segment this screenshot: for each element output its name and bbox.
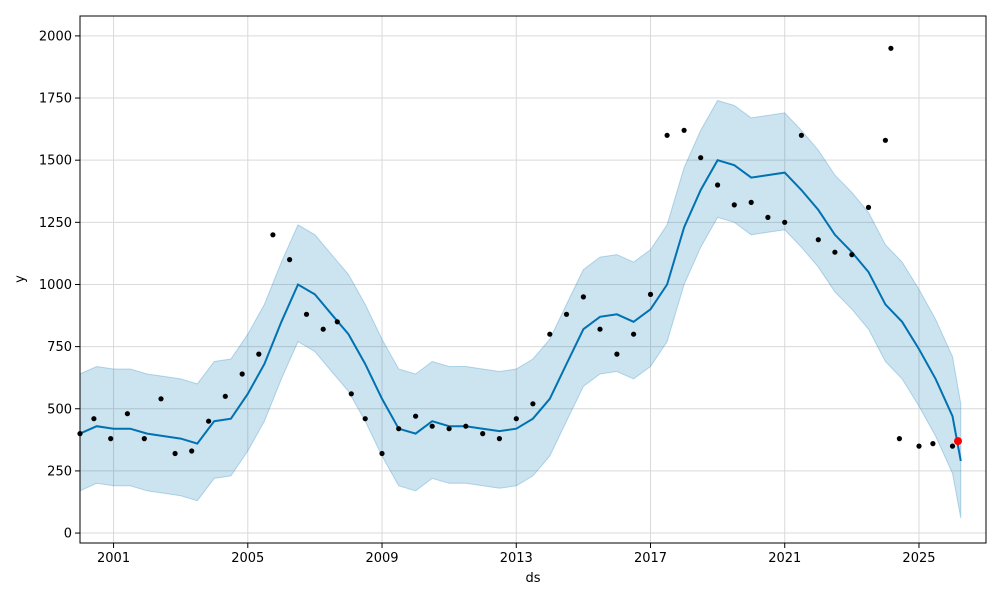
x-tick-label: 2017	[634, 551, 667, 566]
observed-point	[206, 418, 212, 424]
observed-point	[413, 413, 419, 419]
observed-point	[496, 436, 502, 442]
x-tick-label: 2013	[500, 551, 533, 566]
observed-point	[189, 448, 195, 454]
x-axis-ticks: 2001 2005 2009 2013 2017 2021 2025	[97, 543, 936, 566]
x-axis-label: ds	[525, 571, 540, 586]
highlight-point-group	[954, 437, 962, 446]
observed-point	[108, 436, 114, 442]
forecast-line	[79, 159, 962, 462]
y-tick-label: 1000	[39, 278, 72, 293]
y-tick-label: 1500	[39, 154, 72, 169]
observed-points-group	[77, 45, 961, 457]
observed-point	[597, 326, 603, 332]
y-tick-label: 1250	[39, 216, 72, 231]
observed-point	[888, 45, 894, 51]
observed-point	[379, 450, 385, 457]
observed-point	[563, 311, 570, 317]
observed-point	[480, 431, 486, 437]
observed-point	[916, 443, 922, 449]
x-tick-label: 2005	[231, 551, 264, 566]
observed-point	[631, 331, 637, 337]
observed-point	[513, 416, 519, 422]
observed-point	[141, 436, 147, 442]
observed-point	[698, 155, 704, 161]
observed-point	[446, 426, 452, 432]
observed-point	[91, 416, 97, 422]
observed-point	[172, 450, 178, 457]
highlight-point	[954, 437, 962, 446]
observed-point	[303, 311, 310, 317]
observed-point	[530, 401, 536, 407]
y-tick-label: 0	[64, 527, 72, 542]
y-tick-label: 2000	[39, 29, 72, 44]
observed-point	[158, 396, 164, 402]
observed-point	[664, 132, 670, 138]
y-tick-label: 750	[47, 340, 72, 355]
observed-point	[614, 351, 620, 357]
y-tick-label: 1750	[39, 92, 72, 107]
observed-point	[239, 371, 245, 377]
observed-point	[270, 232, 276, 238]
observed-point	[715, 182, 721, 188]
observed-point	[882, 137, 889, 143]
observed-point	[580, 294, 587, 300]
observed-point	[832, 249, 838, 255]
observed-point	[731, 202, 737, 208]
plot-frame	[79, 15, 987, 544]
y-tick-label: 500	[47, 402, 72, 417]
observed-point	[748, 199, 754, 205]
observed-point	[463, 423, 469, 429]
observed-point	[765, 214, 771, 220]
observed-point	[124, 411, 130, 417]
observed-point	[798, 132, 805, 138]
observed-point	[896, 436, 903, 442]
forecast-line-group	[79, 159, 962, 462]
observed-point	[320, 326, 326, 332]
observed-point	[362, 416, 368, 422]
observed-point	[681, 127, 687, 133]
observed-point	[396, 426, 402, 432]
observed-point	[849, 252, 855, 258]
x-tick-label: 2025	[902, 551, 935, 566]
observed-point	[865, 204, 872, 210]
observed-point	[547, 331, 553, 337]
y-axis-ticks: 0 250 500 750 1000 1250 1500 1750 2000	[39, 29, 80, 542]
x-tick-label: 2001	[97, 551, 130, 566]
observed-point	[815, 237, 821, 243]
observed-point	[949, 443, 956, 449]
observed-point	[647, 291, 654, 297]
observed-point	[256, 351, 262, 357]
observed-point	[782, 219, 788, 225]
observed-point	[348, 391, 354, 397]
observed-point	[429, 423, 435, 429]
y-tick-label: 250	[47, 464, 72, 479]
x-tick-label: 2021	[768, 551, 801, 566]
y-axis-label: y	[13, 275, 28, 283]
x-tick-label: 2009	[365, 551, 398, 566]
grid-lines	[80, 16, 986, 543]
observed-point	[222, 393, 228, 399]
observed-point	[930, 441, 936, 447]
observed-point	[334, 319, 340, 325]
observed-point	[287, 257, 293, 263]
